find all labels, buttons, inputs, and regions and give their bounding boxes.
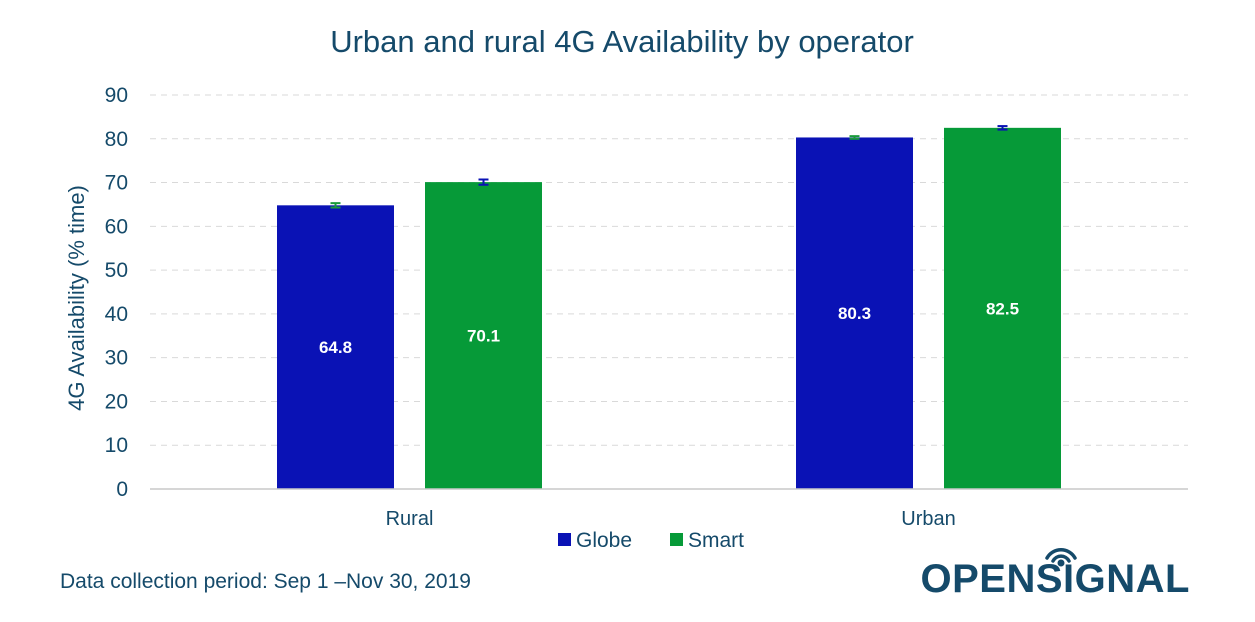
opensignal-logo: OPENSIGNAL [921, 548, 1191, 601]
error-bar [997, 125, 1008, 131]
y-tick-label: 50 [105, 259, 128, 282]
error-bar [330, 202, 341, 209]
legend: Globe Smart [558, 529, 744, 552]
y-axis-label: 4G Availability (% time) [64, 185, 89, 411]
y-tick-label: 40 [105, 303, 128, 326]
x-axis-categories: Rural Urban [386, 508, 956, 530]
y-tick-label: 0 [116, 478, 128, 501]
logo-text: OPENSIGNAL [921, 557, 1191, 601]
y-tick-label: 30 [105, 347, 128, 370]
data-label: 64.8 [319, 338, 352, 357]
chart-title: Urban and rural 4G Availability by opera… [330, 24, 914, 59]
data-label: 70.1 [467, 327, 500, 346]
legend-swatch-globe [558, 533, 571, 546]
y-tick-label: 80 [105, 128, 128, 151]
legend-swatch-smart [670, 533, 683, 546]
x-category-label: Rural [386, 508, 434, 530]
data-labels: 64.8 70.1 80.3 82.5 [319, 299, 1019, 357]
error-bar [849, 135, 860, 140]
y-tick-label: 70 [105, 172, 128, 195]
bar-smart-rural [425, 182, 542, 489]
legend-label-globe: Globe [576, 529, 632, 552]
x-category-label: Urban [901, 508, 955, 530]
signal-waves-icon [1045, 548, 1077, 567]
y-tick-label: 60 [105, 215, 128, 238]
bar-smart-urban [944, 127, 1061, 489]
y-tick-label: 90 [105, 84, 128, 107]
y-tick-label: 10 [105, 434, 128, 457]
legend-label-smart: Smart [688, 529, 744, 552]
y-tick-label: 20 [105, 390, 128, 413]
bars [277, 127, 1061, 489]
bar-globe-rural [277, 205, 394, 489]
gridlines [150, 94, 1188, 446]
error-bar [478, 178, 489, 186]
bar-globe-urban [796, 137, 913, 489]
data-collection-footnote: Data collection period: Sep 1 –Nov 30, 2… [60, 570, 471, 593]
data-label: 80.3 [838, 304, 871, 323]
data-label: 82.5 [986, 299, 1019, 318]
error-bars [330, 125, 1008, 209]
y-axis-ticks: 0 10 20 30 40 50 60 70 80 90 [105, 84, 128, 501]
